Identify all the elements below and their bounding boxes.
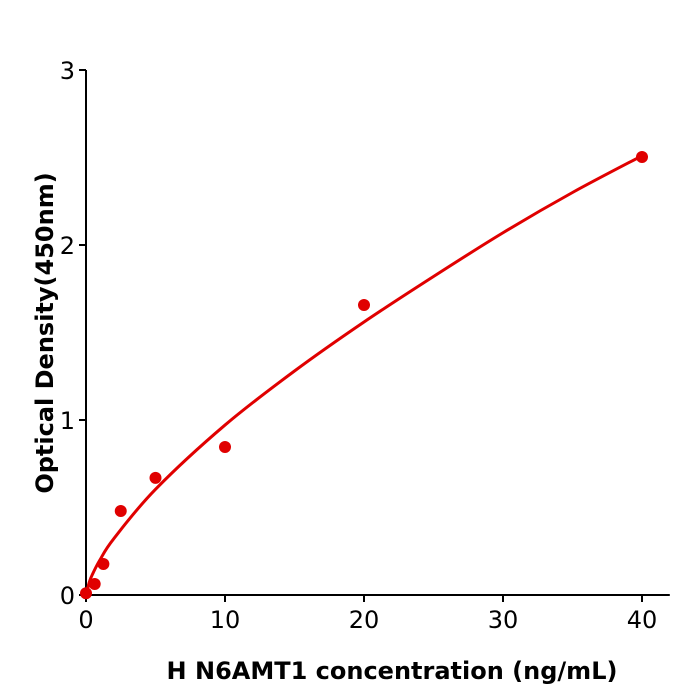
y-tick-label: 0 (60, 582, 75, 610)
y-tick-label: 1 (60, 407, 75, 435)
data-point (114, 505, 127, 517)
x-tick-label: 0 (78, 606, 93, 634)
data-point (97, 558, 110, 571)
data-point (149, 471, 162, 484)
data-point (636, 150, 648, 163)
data-point (219, 440, 231, 453)
x-axis-label: H N6AMT1 concentration (ng/mL) (167, 657, 618, 685)
y-axis-label: Optical Density(450nm) (31, 172, 59, 493)
data-points (80, 150, 648, 600)
y-tick-label: 3 (60, 57, 75, 85)
axes: 0 10 20 30 40 0 1 2 3 (60, 57, 670, 634)
x-tick-label: 20 (349, 606, 380, 634)
data-point (80, 587, 92, 600)
data-point (358, 299, 370, 312)
x-tick-label: 30 (488, 606, 519, 634)
fit-curve (84, 154, 643, 596)
y-tick-label: 2 (60, 232, 75, 260)
data-point (88, 577, 101, 590)
x-tick-label: 40 (627, 606, 658, 634)
x-tick-label: 10 (210, 606, 241, 634)
